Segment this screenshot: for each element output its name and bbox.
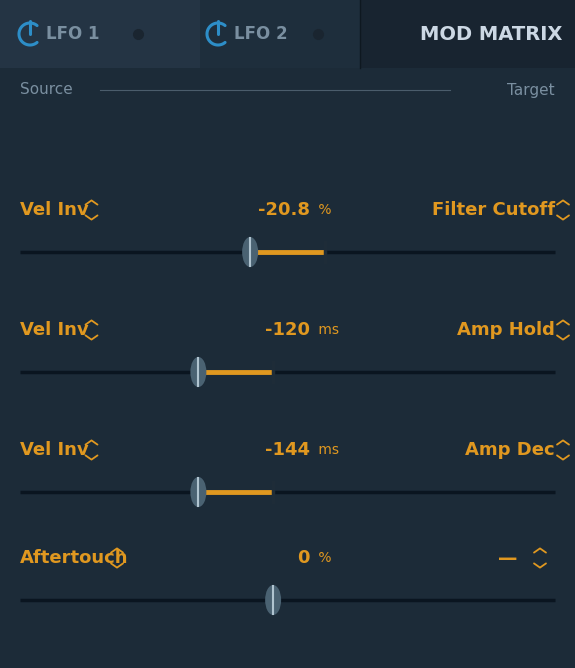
Text: Vel Inv: Vel Inv	[20, 441, 89, 459]
Text: -20.8: -20.8	[258, 201, 310, 219]
Ellipse shape	[190, 357, 206, 387]
Text: Aftertouch: Aftertouch	[20, 549, 128, 567]
Text: Target: Target	[507, 83, 555, 98]
FancyBboxPatch shape	[200, 0, 360, 68]
Text: ms: ms	[314, 443, 339, 457]
Text: -120: -120	[265, 321, 310, 339]
Ellipse shape	[242, 237, 258, 267]
Text: %: %	[314, 551, 332, 565]
Text: %: %	[314, 203, 332, 217]
Text: LFO 2: LFO 2	[234, 25, 288, 43]
Text: LFO 1: LFO 1	[46, 25, 99, 43]
Ellipse shape	[190, 477, 206, 507]
Text: Source: Source	[20, 83, 73, 98]
Text: Filter Cutoff: Filter Cutoff	[432, 201, 555, 219]
Text: 0: 0	[297, 549, 310, 567]
FancyBboxPatch shape	[0, 0, 575, 68]
FancyBboxPatch shape	[0, 0, 200, 68]
Ellipse shape	[265, 585, 281, 615]
Text: Amp Dec: Amp Dec	[465, 441, 555, 459]
Text: —: —	[498, 548, 518, 568]
Text: Vel Inv: Vel Inv	[20, 201, 89, 219]
Text: Vel Inv: Vel Inv	[20, 321, 89, 339]
Text: Amp Hold: Amp Hold	[457, 321, 555, 339]
Text: ms: ms	[314, 323, 339, 337]
Text: MOD MATRIX: MOD MATRIX	[420, 25, 562, 43]
Text: -144: -144	[265, 441, 310, 459]
